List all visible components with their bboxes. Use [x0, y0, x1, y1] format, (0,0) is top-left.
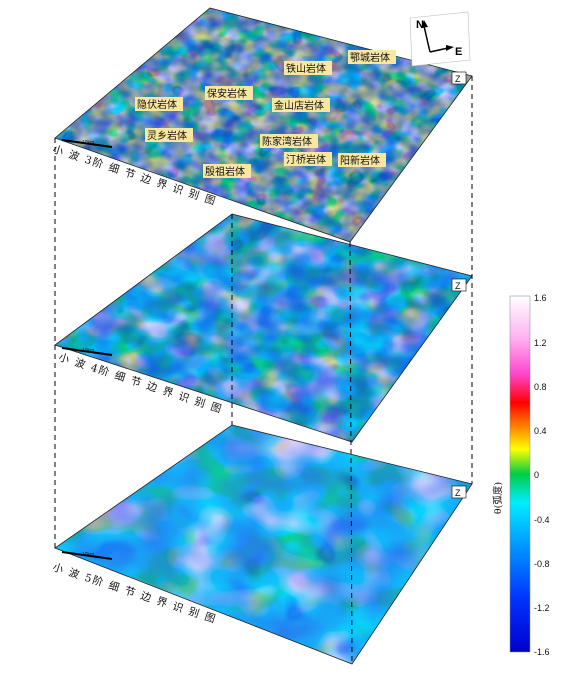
colorbar-tick: 0.8	[534, 382, 547, 392]
layer-4-scale-label: 10km	[82, 348, 94, 354]
label-echeng: 鄂城岩体	[348, 50, 396, 64]
colorbar-title: θ(弧度)	[492, 482, 504, 514]
svg-text:鄂城岩体: 鄂城岩体	[350, 51, 390, 64]
svg-text:隐伏岩体: 隐伏岩体	[137, 98, 177, 111]
layer-3-corner-mark: Z	[455, 74, 461, 84]
colorbar: 1.6 1.2 0.8 0.4 0 -0.4 -0.8 -1.2 -1.6 θ(…	[492, 293, 550, 657]
layer-5-scalebar	[61, 551, 113, 560]
colorbar-tick: 1.2	[534, 338, 547, 348]
colorbar-tick: -1.2	[534, 603, 550, 613]
colorbar-tick: -1.6	[534, 647, 550, 657]
layer-4-corner-mark: Z	[455, 281, 461, 291]
colorbar-tick: 1.6	[534, 293, 547, 303]
compass: N E	[409, 11, 471, 67]
svg-text:阳新岩体: 阳新岩体	[340, 154, 380, 167]
layer-3-corner-box	[451, 71, 467, 85]
layer-5-outline	[54, 424, 473, 665]
label-chenjiawan: 陈家湾岩体	[260, 134, 318, 148]
svg-text:保安岩体: 保安岩体	[207, 87, 247, 100]
layer-3-scale-label: 10km	[82, 140, 94, 146]
label-tieshan: 铁山岩体	[284, 61, 332, 75]
svg-text:殷祖岩体: 殷祖岩体	[205, 165, 245, 178]
layer-4-outline	[54, 213, 473, 443]
layer-5-corner-mark: Z	[455, 488, 461, 498]
north-arrow-icon	[423, 25, 431, 53]
label-baoan: 保安岩体	[205, 86, 253, 100]
east-arrow-icon	[429, 47, 449, 53]
layer-3-scalebar	[61, 139, 113, 148]
layer-connectors	[54, 76, 473, 665]
colorbar-tick: 0.4	[534, 426, 547, 436]
layer-4-corner-box	[451, 278, 467, 292]
svg-text:陈家湾岩体: 陈家湾岩体	[262, 135, 312, 148]
north-arrowhead-icon	[421, 20, 428, 28]
layer-5-texture	[55, 425, 472, 664]
colorbar-tick: 0	[534, 470, 539, 480]
connector-center	[349, 241, 353, 665]
layer-5-corner-box	[451, 485, 467, 499]
pluton-labels: 鄂城岩体 铁山岩体 保安岩体 隐伏岩体 金山店岩体 灵乡岩体 陈家湾岩体 汀桥	[135, 50, 396, 178]
svg-text:灵乡岩体: 灵乡岩体	[147, 129, 187, 142]
layer-wavelet-5: 10km Z 小 波 5阶 细 节 边 界 识 别 图	[51, 424, 473, 665]
colorbar-ticks: 1.6 1.2 0.8 0.4 0 -0.4 -0.8 -1.2 -1.6	[534, 293, 550, 657]
label-yangxin: 阳新岩体	[338, 153, 386, 167]
svg-text:汀桥岩体: 汀桥岩体	[286, 153, 326, 166]
layer-5-scale-label: 10km	[82, 552, 94, 558]
colorbar-tick: -0.8	[534, 559, 550, 569]
layer-4-scalebar	[61, 347, 113, 356]
colorbar-tick: -0.4	[534, 515, 550, 525]
compass-east-label: E	[455, 46, 462, 58]
layer-wavelet-4: 10km Z 小 波 4阶 细 节 边 界 识 别 图	[54, 213, 473, 443]
label-jinshandian: 金山店岩体	[272, 98, 330, 112]
svg-text:金山店岩体: 金山店岩体	[274, 99, 324, 112]
label-tingqiao: 汀桥岩体	[284, 152, 332, 166]
label-lingxiang: 灵乡岩体	[145, 128, 193, 142]
east-arrowhead-icon	[446, 45, 454, 51]
compass-north-label: N	[416, 19, 424, 31]
label-yinzu: 殷祖岩体	[203, 164, 251, 178]
svg-text:铁山岩体: 铁山岩体	[286, 62, 326, 75]
colorbar-gradient	[509, 295, 531, 653]
label-yinfu: 隐伏岩体	[135, 97, 183, 111]
